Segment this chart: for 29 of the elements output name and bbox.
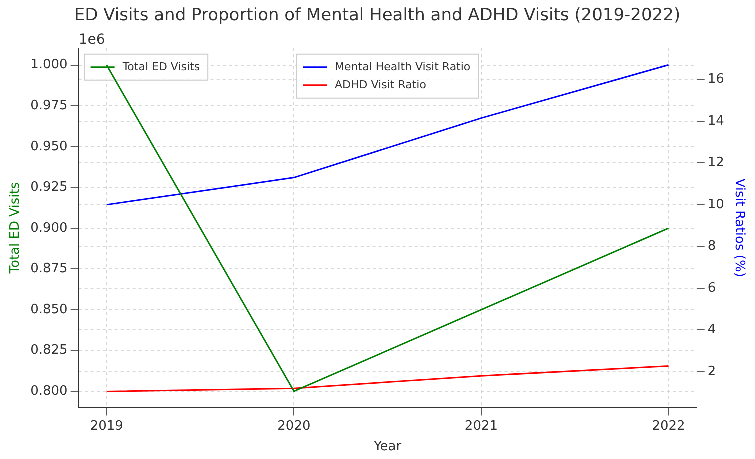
x-tick-label: 2021 xyxy=(464,418,498,434)
y-tick-label: 0.825 xyxy=(30,343,68,358)
x-tick-label: 2019 xyxy=(90,418,124,434)
y2-axis-title: Visit Ratios (%) xyxy=(732,178,747,278)
x-tick-label: 2022 xyxy=(652,418,686,434)
y-tick-label: 0.900 xyxy=(30,220,68,236)
y2-tick-label: 6 xyxy=(708,280,716,296)
legend-label: Mental Health Visit Ratio xyxy=(335,60,471,74)
legend-label: ADHD Visit Ratio xyxy=(335,78,427,92)
y-tick-label: 1.000 xyxy=(30,58,68,73)
chart-title: ED Visits and Proportion of Mental Health and ADHD Visits (2019-2022) xyxy=(74,6,681,26)
y2-tick-label: 8 xyxy=(708,239,716,254)
text: 1e6 xyxy=(78,32,106,48)
x-tick-label: 2020 xyxy=(278,418,311,434)
y2-tick-label: 10 xyxy=(708,197,724,212)
y2-tick-label: 16 xyxy=(708,72,724,88)
y-tick-label: 0.975 xyxy=(30,98,68,114)
y-tick-label: 0.850 xyxy=(30,302,68,318)
y2-tick-label: 2 xyxy=(708,364,716,380)
y2-tick-label: 14 xyxy=(708,114,724,129)
y-axis-title: Total ED Visits xyxy=(8,182,24,275)
x-axis-title: Year xyxy=(373,440,402,455)
y2-tick-label: 4 xyxy=(708,322,716,338)
y-tick-label: 0.950 xyxy=(30,139,68,154)
y-tick-label: 0.925 xyxy=(30,180,68,196)
y-tick-label: 0.800 xyxy=(30,384,68,399)
legend-label: Total ED Visits xyxy=(122,60,200,74)
y2-tick-label: 12 xyxy=(708,156,724,171)
y-tick-label: 0.875 xyxy=(30,262,68,277)
